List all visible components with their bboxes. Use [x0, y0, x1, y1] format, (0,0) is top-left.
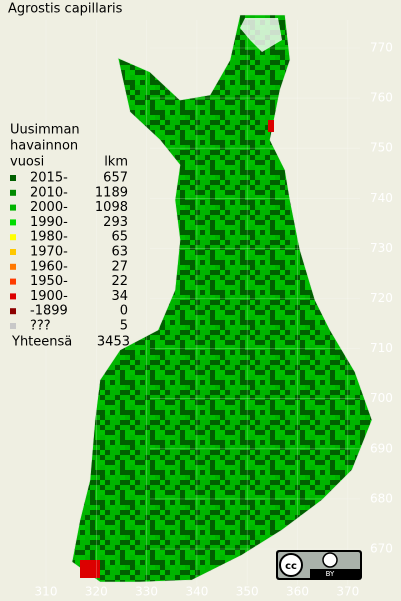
cc-badge: cc BY	[276, 550, 362, 580]
legend-count: 657	[103, 171, 128, 186]
legend-count: 0	[120, 304, 128, 319]
legend-swatch	[10, 308, 16, 315]
y-label: 700	[370, 391, 393, 405]
legend-count: 22	[111, 274, 128, 289]
legend-count: 293	[103, 215, 128, 230]
legend-label: 1980-	[30, 230, 68, 245]
legend-swatch	[10, 189, 16, 196]
legend-heading: Uusimman	[10, 123, 80, 138]
legend-label: 1950-	[30, 274, 68, 289]
y-label: 750	[370, 141, 393, 155]
legend-swatch	[10, 219, 16, 226]
legend-swatch	[10, 249, 16, 255]
grid: 770 760 750 740 730 720 710 700 690 680 670 310 320 3…	[35, 20, 393, 599]
y-label: 670	[370, 542, 393, 556]
legend-count: 63	[111, 245, 128, 260]
legend-label: 1970-	[30, 245, 68, 260]
legend-swatch	[10, 263, 16, 270]
legend-label: 1960-	[30, 259, 68, 274]
x-label: 360	[286, 585, 309, 599]
x-label: 310	[35, 585, 58, 599]
legend-heading: vuosi	[10, 155, 44, 170]
by-text: BY	[326, 570, 335, 578]
legend-swatch	[10, 323, 16, 329]
legend-swatch	[10, 293, 16, 300]
title: Agrostis capillaris	[8, 2, 123, 17]
legend-label: -1899	[30, 304, 68, 319]
legend-swatch	[10, 234, 16, 241]
legend-count: 27	[111, 259, 128, 274]
legend-count: 1189	[95, 185, 128, 200]
legend-label: ???	[30, 319, 51, 334]
y-label: 720	[370, 291, 393, 305]
y-label: 740	[370, 191, 393, 205]
y-label: 680	[370, 491, 393, 505]
cc-text: cc	[285, 561, 297, 572]
y-label: 730	[370, 241, 393, 255]
legend-swatch	[10, 175, 16, 181]
y-label: 690	[370, 441, 393, 455]
legend-count: 1098	[95, 200, 128, 215]
y-label: 760	[370, 91, 393, 105]
x-label: 340	[185, 585, 208, 599]
legend-count-heading: lkm	[104, 155, 128, 170]
red-patch	[268, 120, 274, 132]
x-label: 350	[236, 585, 259, 599]
legend-count: 34	[111, 289, 128, 304]
y-label: 710	[370, 341, 393, 355]
total-count: 3453	[97, 335, 130, 350]
total-label: Yhteensä	[11, 335, 72, 350]
x-label: 330	[135, 585, 158, 599]
x-label: 370	[336, 585, 359, 599]
legend-swatch	[10, 204, 16, 211]
legend-swatch	[10, 278, 16, 285]
legend-count: 5	[120, 319, 128, 334]
y-label: 770	[370, 41, 393, 55]
legend-label: 1990-	[30, 215, 68, 230]
lapland-white	[240, 18, 282, 52]
legend-label: 2000-	[30, 200, 68, 215]
x-label: 320	[85, 585, 108, 599]
red-patch	[80, 560, 100, 578]
legend-heading: havainnon	[10, 139, 78, 154]
legend-label: 2010-	[30, 185, 68, 200]
legend-count: 65	[111, 230, 128, 245]
legend-label: 1900-	[30, 289, 68, 304]
legend-label: 2015-	[30, 171, 68, 186]
